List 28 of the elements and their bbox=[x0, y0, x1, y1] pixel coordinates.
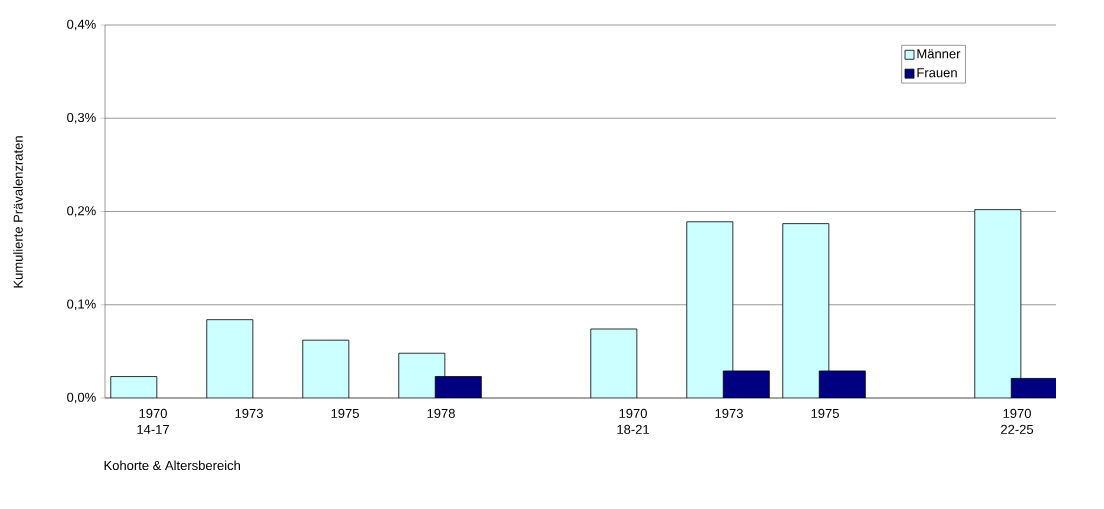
bar bbox=[302, 339, 350, 398]
y-axis-title: Kumulierte Prävalenzraten bbox=[13, 136, 23, 288]
y-tick-label: 0,4% bbox=[67, 19, 96, 31]
x-tick-label: 1973 bbox=[715, 408, 743, 418]
bar bbox=[782, 223, 830, 398]
bar bbox=[590, 328, 638, 398]
y-tick-label: 0,2% bbox=[67, 206, 96, 217]
x-tick-label: 1970 14-17 bbox=[137, 408, 169, 434]
y-tick-label: 0,3% bbox=[67, 112, 96, 124]
x-tick-label: 1975 bbox=[811, 408, 839, 418]
x-tick-label: 1978 bbox=[427, 408, 455, 418]
legend-label: Männer bbox=[917, 49, 961, 59]
bar bbox=[722, 370, 770, 398]
x-tick-label: 1970 18-21 bbox=[617, 408, 649, 434]
y-tick-label: 0,0% bbox=[67, 392, 96, 404]
y-tick-label: 0,1% bbox=[67, 299, 96, 311]
x-axis-title: Kohorte & Altersbereich bbox=[104, 460, 240, 471]
x-tick-label: 1973 bbox=[235, 408, 263, 418]
bar bbox=[206, 319, 254, 398]
x-tick-label: 1975 bbox=[331, 408, 359, 418]
bar bbox=[974, 209, 1022, 398]
bar bbox=[818, 370, 866, 398]
bar bbox=[686, 221, 734, 398]
x-tick-label: 1970 22-25 bbox=[1001, 408, 1034, 434]
bar bbox=[1010, 378, 1057, 398]
bar bbox=[434, 376, 482, 398]
bar bbox=[110, 376, 158, 398]
legend-label: Frauen bbox=[917, 68, 957, 78]
